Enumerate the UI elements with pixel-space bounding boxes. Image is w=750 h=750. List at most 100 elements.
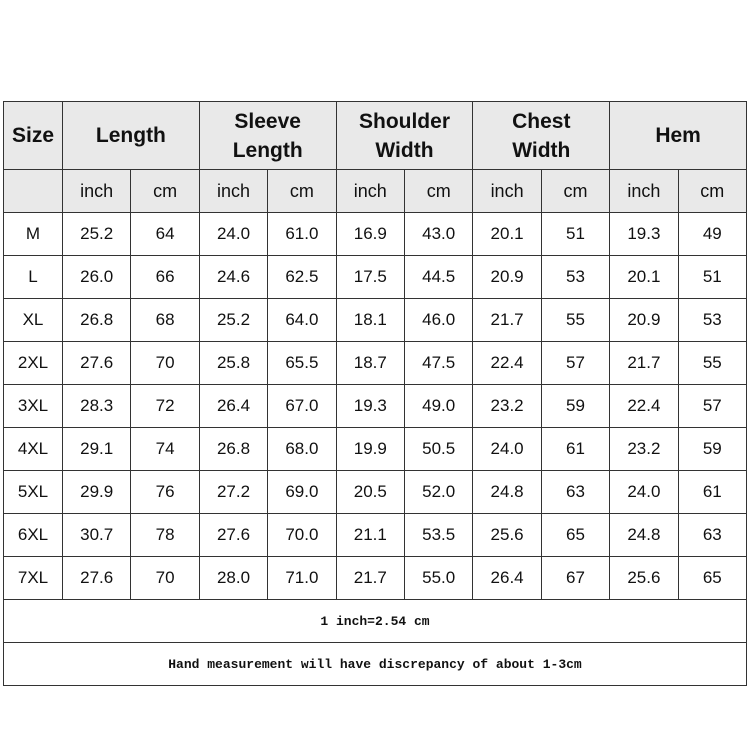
value-cell: 29.9 [61, 470, 132, 514]
value-cell: 19.3 [609, 212, 679, 256]
size-cell: L [3, 255, 63, 299]
value-cell: 62.5 [267, 255, 337, 299]
value-cell: 28.0 [198, 556, 269, 600]
value-cell: 63 [677, 513, 747, 557]
value-cell: 70.0 [267, 513, 337, 557]
value-cell: 22.4 [472, 341, 542, 385]
value-cell: 67.0 [267, 384, 337, 428]
value-cell: 25.2 [198, 298, 269, 342]
value-cell: 25.8 [198, 341, 269, 385]
table-row: L 26.0 66 24.6 62.5 17.5 44.5 20.9 53 20.1 51 [3, 255, 747, 299]
unit-inch: inch [335, 169, 405, 213]
value-cell: 26.8 [198, 427, 269, 471]
value-cell: 24.8 [609, 513, 679, 557]
table-row: 2XL 27.6 70 25.8 65.5 18.7 47.5 22.4 57 21.7 55 [3, 341, 747, 385]
header-sleeve-length: Sleeve Length [198, 101, 337, 170]
value-cell: 21.7 [609, 341, 679, 385]
value-cell: 67 [540, 556, 611, 600]
unit-empty-cell [3, 169, 63, 213]
value-cell: 47.5 [403, 341, 474, 385]
value-cell: 25.2 [61, 212, 132, 256]
value-cell: 16.9 [335, 212, 405, 256]
value-cell: 24.0 [198, 212, 269, 256]
value-cell: 43.0 [403, 212, 474, 256]
value-cell: 76 [130, 470, 200, 514]
value-cell: 72 [130, 384, 200, 428]
table-row: 4XL 29.1 74 26.8 68.0 19.9 50.5 24.0 61 23.2 59 [3, 427, 747, 471]
value-cell: 27.2 [198, 470, 269, 514]
value-cell: 49 [677, 212, 747, 256]
value-cell: 55 [677, 341, 747, 385]
table-row: M 25.2 64 24.0 61.0 16.9 43.0 20.1 51 19.3 49 [3, 212, 747, 256]
value-cell: 21.7 [472, 298, 542, 342]
value-cell: 71.0 [267, 556, 337, 600]
value-cell: 21.7 [335, 556, 405, 600]
unit-inch: inch [609, 169, 679, 213]
value-cell: 61 [677, 470, 747, 514]
value-cell: 20.1 [609, 255, 679, 299]
value-cell: 53 [540, 255, 611, 299]
unit-cm: cm [403, 169, 474, 213]
value-cell: 26.8 [61, 298, 132, 342]
table-row: 6XL 30.7 78 27.6 70.0 21.1 53.5 25.6 65 24.8 63 [3, 513, 747, 557]
table-row: 3XL 28.3 72 26.4 67.0 19.3 49.0 23.2 59 22.4 57 [3, 384, 747, 428]
value-cell: 64 [130, 212, 200, 256]
value-cell: 27.6 [61, 341, 132, 385]
value-cell: 61.0 [267, 212, 337, 256]
value-cell: 25.6 [609, 556, 679, 600]
value-cell: 20.5 [335, 470, 405, 514]
value-cell: 27.6 [61, 556, 132, 600]
header-size: Size [3, 101, 63, 170]
value-cell: 21.1 [335, 513, 405, 557]
disclaimer-row: Hand measurement will have discrepancy o… [3, 642, 747, 686]
size-cell: XL [3, 298, 63, 342]
unit-cm: cm [130, 169, 200, 213]
value-cell: 61 [540, 427, 611, 471]
unit-cm: cm [540, 169, 611, 213]
value-cell: 70 [130, 556, 200, 600]
value-cell: 18.1 [335, 298, 405, 342]
value-cell: 74 [130, 427, 200, 471]
unit-row: inch cm inch cm inch cm inch cm inch cm [3, 169, 747, 213]
value-cell: 49.0 [403, 384, 474, 428]
table-row: 5XL 29.9 76 27.2 69.0 20.5 52.0 24.8 63 24.0 61 [3, 470, 747, 514]
value-cell: 53 [677, 298, 747, 342]
table-row: XL 26.8 68 25.2 64.0 18.1 46.0 21.7 55 20.9 53 [3, 298, 747, 342]
value-cell: 26.4 [198, 384, 269, 428]
value-cell: 46.0 [403, 298, 474, 342]
value-cell: 65 [540, 513, 611, 557]
unit-inch: inch [198, 169, 269, 213]
value-cell: 19.9 [335, 427, 405, 471]
value-cell: 70 [130, 341, 200, 385]
value-cell: 27.6 [198, 513, 269, 557]
value-cell: 22.4 [609, 384, 679, 428]
value-cell: 53.5 [403, 513, 474, 557]
header-hem: Hem [609, 101, 747, 170]
value-cell: 20.9 [609, 298, 679, 342]
value-cell: 20.1 [472, 212, 542, 256]
unit-cm: cm [267, 169, 337, 213]
conversion-note: 1 inch=2.54 cm [3, 599, 747, 643]
disclaimer-note: Hand measurement will have discrepancy o… [3, 642, 747, 686]
value-cell: 78 [130, 513, 200, 557]
value-cell: 59 [677, 427, 747, 471]
value-cell: 64.0 [267, 298, 337, 342]
value-cell: 26.0 [61, 255, 132, 299]
size-chart-table: Size Length Sleeve Length Shoulder Width Ches… [3, 101, 747, 686]
value-cell: 17.5 [335, 255, 405, 299]
size-cell: M [3, 212, 63, 256]
size-cell: 3XL [3, 384, 63, 428]
value-cell: 65.5 [267, 341, 337, 385]
value-cell: 57 [540, 341, 611, 385]
value-cell: 57 [677, 384, 747, 428]
value-cell: 28.3 [61, 384, 132, 428]
value-cell: 68.0 [267, 427, 337, 471]
value-cell: 24.0 [609, 470, 679, 514]
unit-inch: inch [61, 169, 132, 213]
unit-cm: cm [677, 169, 747, 213]
value-cell: 23.2 [609, 427, 679, 471]
value-cell: 51 [540, 212, 611, 256]
unit-inch: inch [472, 169, 542, 213]
table-row: 7XL 27.6 70 28.0 71.0 21.7 55.0 26.4 67 25.6 65 [3, 556, 747, 600]
size-cell: 6XL [3, 513, 63, 557]
